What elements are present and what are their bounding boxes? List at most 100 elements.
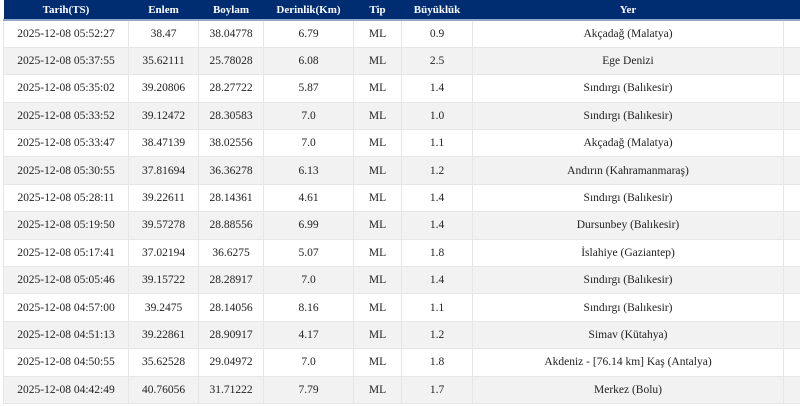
cell-yer: Merkez (Bolu)	[472, 376, 784, 404]
cell-yer: Sındırgı (Balıkesir)	[472, 74, 784, 103]
cell-yer: Akçadağ (Malatya)	[472, 20, 784, 48]
cell-tarih-ts: 2025-12-08 05:19:50	[3, 211, 129, 240]
cell-buyukluk: 1.4	[401, 211, 473, 240]
column-header-tip: Tip	[353, 0, 402, 21]
column-header-yer: Yer	[472, 0, 784, 21]
cell-boylam: 28.30583	[198, 102, 264, 131]
cell-buyukluk: 1.0	[401, 102, 473, 131]
column-header-boylam: Boylam	[198, 0, 264, 21]
table-row: 2025-12-08 05:05:46 39.15722 28.28917 7.0 ML…	[3, 266, 800, 295]
cell-yer: Andırın (Kahramanmaraş)	[472, 156, 784, 185]
cell-yer: Ege Denizi	[472, 47, 784, 76]
cell-extra-cropped	[783, 376, 800, 404]
cell-derinlik-km: 4.61	[263, 184, 354, 213]
cell-boylam: 38.02556	[198, 129, 264, 158]
cell-tarih-ts: 2025-12-08 05:05:46	[3, 266, 129, 295]
cell-yer: Akçadağ (Malatya)	[472, 129, 784, 158]
cell-tarih-ts: 2025-12-08 04:57:00	[3, 293, 129, 322]
cell-derinlik-km: 8.16	[263, 293, 354, 322]
cell-buyukluk: 2.5	[401, 47, 473, 76]
earthquake-table: Tarih(TS) Enlem Boylam Derinlik(Km) Tip …	[3, 0, 800, 404]
cell-extra-cropped	[783, 211, 800, 240]
cell-enlem: 39.15722	[128, 266, 199, 295]
table-row: 2025-12-08 05:52:27 38.47 38.04778 6.79 ML 0.…	[3, 20, 800, 48]
cell-yer: Sındırgı (Balıkesir)	[472, 293, 784, 322]
cell-extra-cropped	[783, 47, 800, 76]
earthquake-table-container: Tarih(TS) Enlem Boylam Derinlik(Km) Tip …	[3, 0, 800, 406]
cell-derinlik-km: 4.17	[263, 321, 354, 350]
cell-tip: ML	[353, 376, 402, 404]
cell-tarih-ts: 2025-12-08 05:17:41	[3, 239, 129, 268]
column-header-derinlik-km: Derinlik(Km)	[263, 0, 354, 21]
cell-tarih-ts: 2025-12-08 05:52:27	[3, 20, 129, 48]
cell-enlem: 39.12472	[128, 102, 199, 131]
cell-derinlik-km: 6.08	[263, 47, 354, 76]
cell-extra-cropped	[783, 184, 800, 213]
cell-boylam: 25.78028	[198, 47, 264, 76]
cell-derinlik-km: 7.0	[263, 348, 354, 377]
cell-enlem: 39.2475	[128, 293, 199, 322]
cell-buyukluk: 1.1	[401, 293, 473, 322]
cell-extra-cropped	[783, 348, 800, 377]
cell-tip: ML	[353, 239, 402, 268]
table-row: 2025-12-08 05:17:41 37.02194 36.6275 5.07 ML…	[3, 239, 800, 268]
cell-buyukluk: 1.2	[401, 156, 473, 185]
cell-boylam: 28.14361	[198, 184, 264, 213]
cell-enlem: 37.81694	[128, 156, 199, 185]
cell-tip: ML	[353, 211, 402, 240]
cell-tip: ML	[353, 348, 402, 377]
cell-enlem: 40.76056	[128, 376, 199, 404]
cell-tip: ML	[353, 321, 402, 350]
column-header-enlem: Enlem	[128, 0, 199, 21]
cell-tip: ML	[353, 156, 402, 185]
cell-tip: ML	[353, 266, 402, 295]
cell-enlem: 35.62528	[128, 348, 199, 377]
cell-buyukluk: 1.2	[401, 321, 473, 350]
cell-boylam: 38.04778	[198, 20, 264, 48]
column-header-tarih-ts: Tarih(TS)	[3, 0, 129, 21]
cell-tarih-ts: 2025-12-08 05:28:11	[3, 184, 129, 213]
table-row: 2025-12-08 05:35:02 39.20806 28.27722 5.87 M…	[3, 74, 800, 103]
cell-enlem: 37.02194	[128, 239, 199, 268]
cell-derinlik-km: 7.0	[263, 266, 354, 295]
cell-yer: İslahiye (Gaziantep)	[472, 239, 784, 268]
cell-extra-cropped	[783, 239, 800, 268]
cell-buyukluk: 1.4	[401, 266, 473, 295]
cell-tarih-ts: 2025-12-08 05:35:02	[3, 74, 129, 103]
cell-boylam: 29.04972	[198, 348, 264, 377]
cell-tarih-ts: 2025-12-08 05:33:52	[3, 102, 129, 131]
table-row: 2025-12-08 04:50:55 35.62528 29.04972 7.0 ML…	[3, 348, 800, 377]
table-row: 2025-12-08 05:19:50 39.57278 28.88556 6.99 M…	[3, 211, 800, 240]
cell-tarih-ts: 2025-12-08 05:37:55	[3, 47, 129, 76]
table-header: Tarih(TS) Enlem Boylam Derinlik(Km) Tip …	[3, 0, 800, 21]
cell-buyukluk: 1.8	[401, 348, 473, 377]
cell-derinlik-km: 7.0	[263, 102, 354, 131]
cell-tip: ML	[353, 20, 402, 48]
cell-extra-cropped	[783, 74, 800, 103]
cell-yer: Sındırgı (Balıkesir)	[472, 266, 784, 295]
table-row: 2025-12-08 04:57:00 39.2475 28.14056 8.16 ML…	[3, 293, 800, 322]
table-row: 2025-12-08 04:42:49 40.76056 31.71222 7.79 M…	[3, 376, 800, 404]
table-row: 2025-12-08 05:37:55 35.62111 25.78028 6.08 M…	[3, 47, 800, 76]
cell-enlem: 38.47139	[128, 129, 199, 158]
cell-extra-cropped	[783, 20, 800, 48]
cell-enlem: 39.20806	[128, 74, 199, 103]
cell-extra-cropped	[783, 102, 800, 131]
table-header-row: Tarih(TS) Enlem Boylam Derinlik(Km) Tip …	[3, 0, 800, 21]
cell-tarih-ts: 2025-12-08 04:51:13	[3, 321, 129, 350]
table-row: 2025-12-08 05:30:55 37.81694 36.36278 6.13 M…	[3, 156, 800, 185]
cell-buyukluk: 1.4	[401, 74, 473, 103]
cell-enlem: 38.47	[128, 20, 199, 48]
cell-tarih-ts: 2025-12-08 04:50:55	[3, 348, 129, 377]
cell-tip: ML	[353, 293, 402, 322]
cell-tip: ML	[353, 102, 402, 131]
column-header-buyukluk: Büyüklük	[401, 0, 473, 21]
cell-derinlik-km: 6.13	[263, 156, 354, 185]
cell-boylam: 31.71222	[198, 376, 264, 404]
cell-buyukluk: 0.9	[401, 20, 473, 48]
cell-extra-cropped	[783, 156, 800, 185]
column-header-extra-cropped	[783, 0, 800, 21]
table-row: 2025-12-08 05:33:52 39.12472 28.30583 7.0 ML…	[3, 102, 800, 131]
cell-boylam: 28.27722	[198, 74, 264, 103]
cell-buyukluk: 1.1	[401, 129, 473, 158]
